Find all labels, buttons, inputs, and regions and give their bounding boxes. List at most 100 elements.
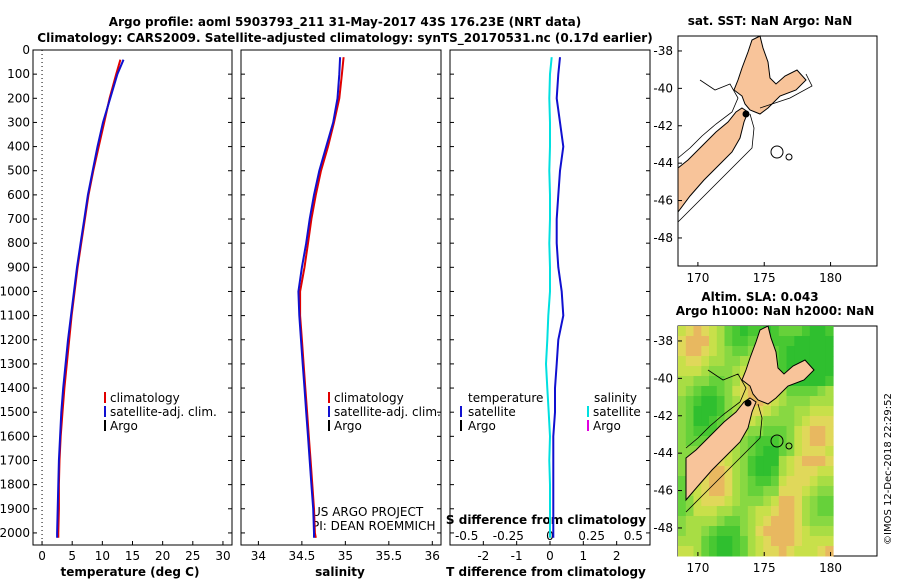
sla-cell [701, 476, 710, 487]
sla-cell [794, 436, 803, 447]
sla-cell [685, 546, 695, 557]
sla-cell [771, 526, 780, 537]
sla-cell [771, 396, 780, 407]
sla-cell [809, 506, 819, 517]
sla-cell [693, 376, 702, 387]
map-y-tick-label: -40 [653, 81, 673, 95]
sla-cell [732, 386, 741, 397]
sla-cell [685, 386, 695, 397]
sla-cell [755, 426, 764, 437]
sla-cell [716, 536, 726, 547]
sla-cell [724, 466, 733, 477]
x-tick-label: 0 [546, 549, 554, 563]
map-y-tick-label: -40 [653, 371, 673, 385]
salinity-xlabel: salinity [315, 565, 365, 579]
sla-cell [786, 546, 795, 557]
sla-map: 170 175 180 -38 -40 -42 -44 -46 -48 [653, 325, 878, 575]
sla-cell [740, 326, 749, 337]
profile-charts: 0 5 10 15 20 25 300100200300400500600700800900… [0, 43, 650, 563]
sla-cell [693, 386, 702, 397]
sla-cell [755, 546, 764, 557]
sla-cell [763, 446, 772, 457]
difference-x2label: S difference from climatology [446, 513, 646, 527]
sla-cell [693, 366, 702, 377]
x2-tick-label: -0.25 [493, 529, 524, 543]
sla-cell [778, 536, 788, 547]
sla-cell [786, 346, 795, 357]
sla-cell [786, 436, 795, 447]
seamount-small [785, 442, 793, 450]
sla-cell [778, 326, 788, 337]
sla-cell [709, 486, 718, 497]
legend-t-argo-swatch [460, 420, 462, 431]
sla-cell [786, 386, 795, 397]
sla-cell [740, 536, 749, 547]
sla-cell [709, 526, 718, 537]
x-tick-label: 25 [185, 549, 200, 563]
sla-cell [802, 476, 811, 487]
sla-cell [716, 406, 726, 417]
sla-cell [693, 516, 702, 527]
sla-cell [763, 536, 772, 547]
sla-cell [825, 376, 834, 387]
sla-cell [709, 506, 718, 517]
title-line-2: Climatology: CARS2009. Satellite-adjuste… [37, 31, 652, 46]
x-tick-label: 2 [613, 549, 621, 563]
sla-cell [747, 526, 757, 537]
sla-cell [809, 366, 819, 377]
sla-cell [778, 486, 788, 497]
sla-cell [755, 476, 764, 487]
y-tick-label: 1700 [0, 453, 30, 467]
sla-cell [802, 346, 811, 357]
sla-cell [771, 336, 780, 347]
sla-cell [771, 406, 780, 417]
sla-cell [693, 506, 702, 517]
sla-cell [802, 506, 811, 517]
sla-cell [802, 446, 811, 457]
sla-cell [685, 326, 695, 337]
sla-cell [678, 346, 687, 357]
sla-cell [709, 326, 718, 337]
sla-cell [685, 346, 695, 357]
sla-cell [794, 326, 803, 337]
sla-cell [732, 536, 741, 547]
sla-cell [778, 526, 788, 537]
sla-cell [763, 546, 772, 557]
sst-map-title: sat. SST: NaN Argo: NaN [688, 14, 853, 28]
sla-cell [763, 496, 772, 507]
sla-cell [701, 546, 710, 557]
sla-cell [794, 496, 803, 507]
sla-cell [716, 476, 726, 487]
sla-cell [786, 456, 795, 467]
sla-cell [778, 476, 788, 487]
sla-cell [685, 406, 695, 417]
sla-cell [809, 436, 819, 447]
sla-cell [740, 366, 749, 377]
sla-cell [701, 396, 710, 407]
sla-cell [817, 356, 826, 367]
sla-cell [740, 546, 749, 557]
sla-cell [678, 396, 687, 407]
sla-cell [732, 396, 741, 407]
sla-cell [716, 526, 726, 537]
sla-cell [786, 466, 795, 477]
y-tick-label: 200 [7, 91, 30, 105]
sla-cell [825, 436, 834, 447]
sla-cell [701, 536, 710, 547]
sla-cell [693, 396, 702, 407]
sla-cell [693, 406, 702, 417]
sla-cell [685, 536, 695, 547]
sla-cell [802, 426, 811, 437]
map-y-tick-label: -38 [653, 44, 673, 58]
sla-cell [755, 456, 764, 467]
sla-cell [825, 466, 834, 477]
legend-satellite-label: satellite-adj. clim. [110, 405, 217, 419]
sla-cell [685, 366, 695, 377]
sla-cell [732, 326, 741, 337]
sla-cell [763, 486, 772, 497]
sla-cell [747, 336, 757, 347]
sla-cell [794, 336, 803, 347]
sla-cell [817, 476, 826, 487]
y-tick-label: 1100 [0, 309, 30, 323]
sla-cell [747, 426, 757, 437]
